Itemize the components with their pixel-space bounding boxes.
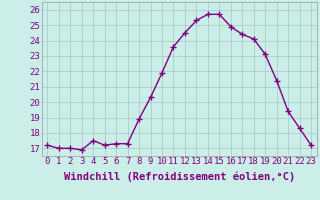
X-axis label: Windchill (Refroidissement éolien,°C): Windchill (Refroidissement éolien,°C) (64, 172, 295, 182)
